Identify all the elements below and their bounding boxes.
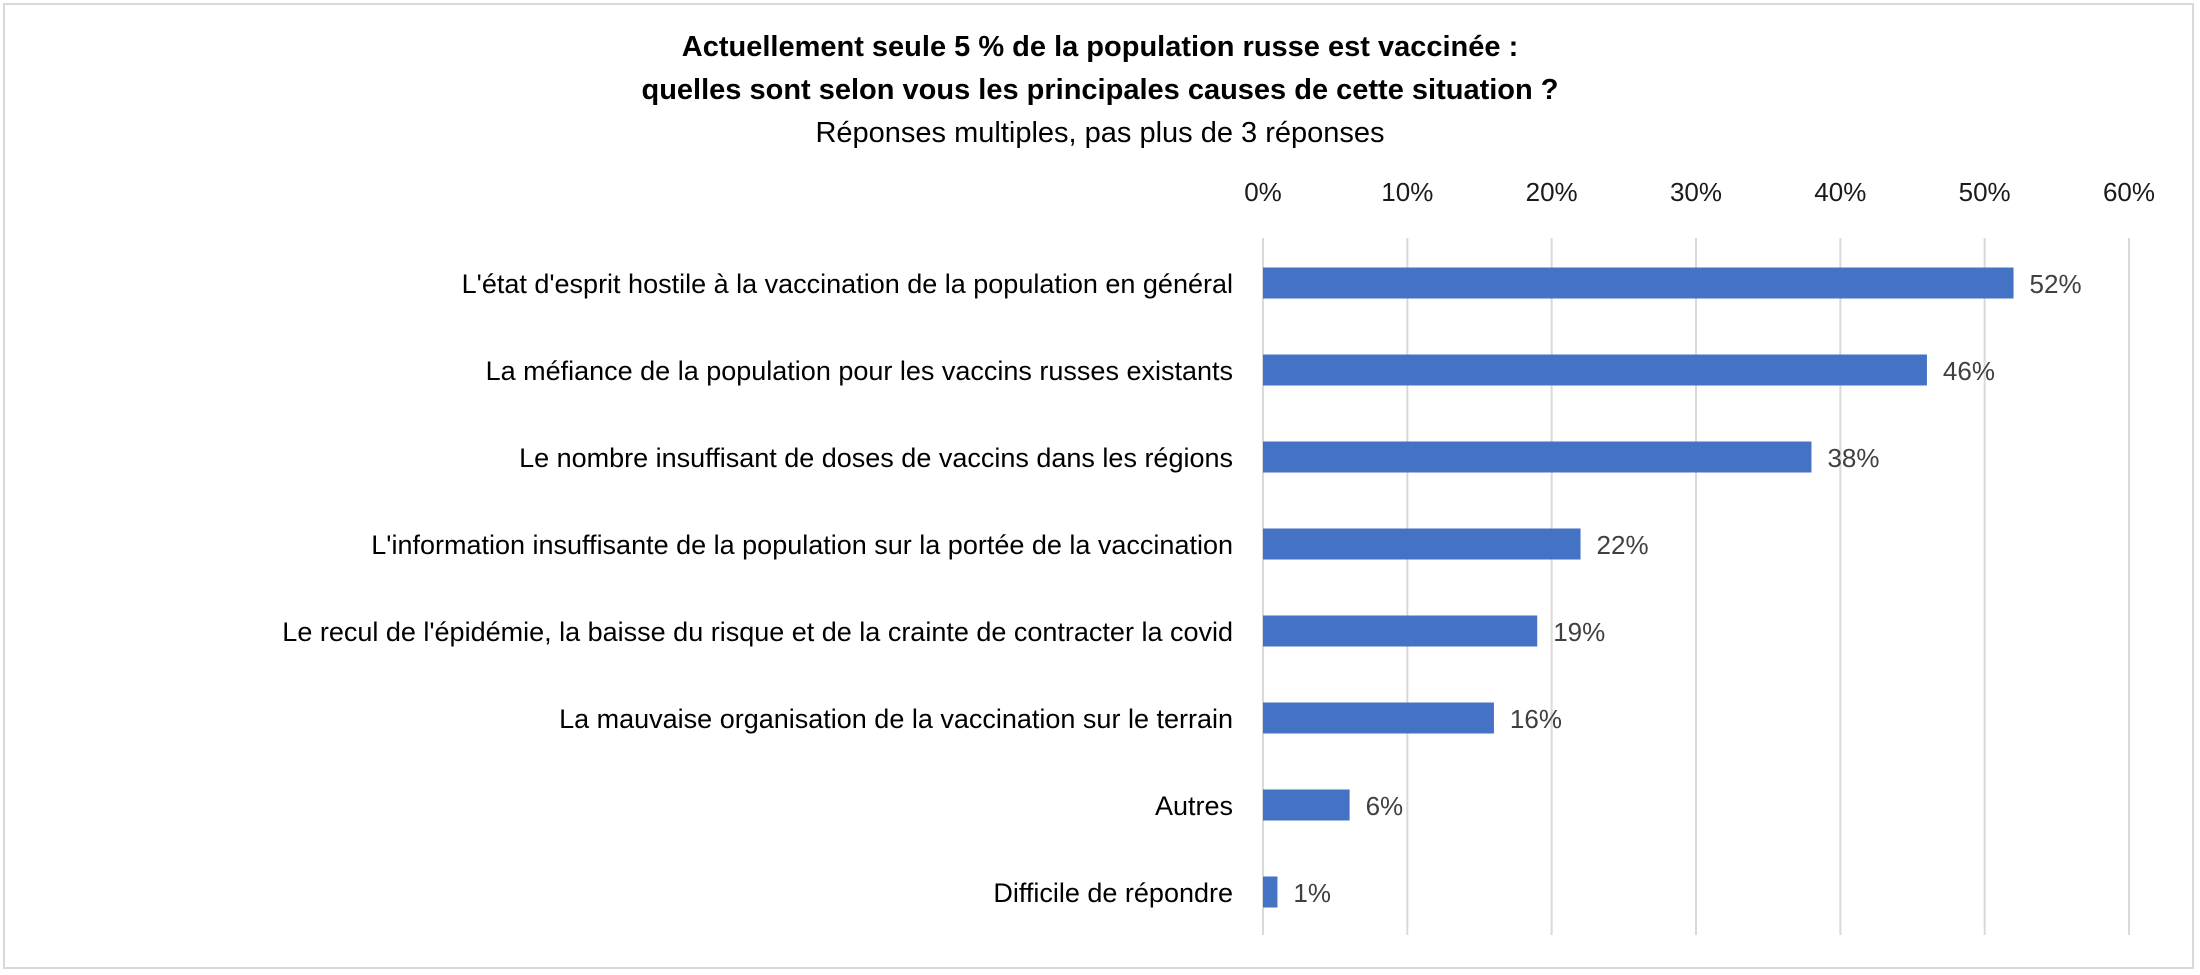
- x-tick-label: 60%: [2103, 177, 2155, 207]
- category-label: L'information insuffisante de la populat…: [371, 530, 1233, 560]
- x-tick-label: 20%: [1526, 177, 1578, 207]
- category-label: Le nombre insuffisant de doses de vaccin…: [519, 443, 1233, 473]
- x-tick-label: 50%: [1959, 177, 2011, 207]
- value-label: 46%: [1943, 356, 1995, 386]
- chart-title-line-2: quelles sont selon vous les principales …: [641, 74, 1559, 106]
- axis-tick-labels: 0% 10% 20% 30% 40% 50% 60%: [1244, 177, 2155, 207]
- category-label: La méfiance de la population pour les va…: [486, 356, 1233, 386]
- category-label: La mauvaise organisation de la vaccinati…: [559, 704, 1233, 734]
- value-label: 38%: [1827, 443, 1879, 473]
- bar: [1263, 528, 1581, 560]
- value-label: 1%: [1293, 878, 1331, 908]
- chart-title-line-1: Actuellement seule 5 % de la population …: [681, 31, 1519, 63]
- x-tick-label: 10%: [1381, 177, 1433, 207]
- category-label: Autres: [1155, 791, 1233, 821]
- x-tick-label: 30%: [1670, 177, 1722, 207]
- bar: [1263, 789, 1350, 821]
- value-label: 22%: [1597, 530, 1649, 560]
- chart-title-block: Actuellement seule 5 % de la population …: [0, 26, 2200, 155]
- value-label: 16%: [1510, 704, 1562, 734]
- gridlines: [1262, 238, 2130, 935]
- bar: [1263, 354, 1927, 386]
- bar: [1263, 441, 1812, 473]
- bars: [1263, 267, 2014, 908]
- chart-subtitle: Réponses multiples, pas plus de 3 répons…: [815, 117, 1385, 149]
- category-label: L'état d'esprit hostile à la vaccination…: [462, 269, 1233, 299]
- bar: [1263, 876, 1278, 908]
- bar: [1263, 615, 1538, 647]
- value-labels: 52% 46% 38% 22% 19% 16% 6% 1%: [1293, 269, 2081, 908]
- value-label: 52%: [2030, 269, 2082, 299]
- value-label: 19%: [1553, 617, 1605, 647]
- x-tick-label: 40%: [1814, 177, 1866, 207]
- x-tick-label: 0%: [1244, 177, 1282, 207]
- bar: [1263, 702, 1494, 734]
- bar: [1263, 267, 2014, 299]
- chart-frame: [3, 3, 2194, 969]
- category-label: Difficile de répondre: [993, 878, 1233, 908]
- category-label: Le recul de l'épidémie, la baisse du ris…: [282, 617, 1233, 647]
- value-label: 6%: [1366, 791, 1404, 821]
- category-labels: L'état d'esprit hostile à la vaccination…: [282, 269, 1233, 908]
